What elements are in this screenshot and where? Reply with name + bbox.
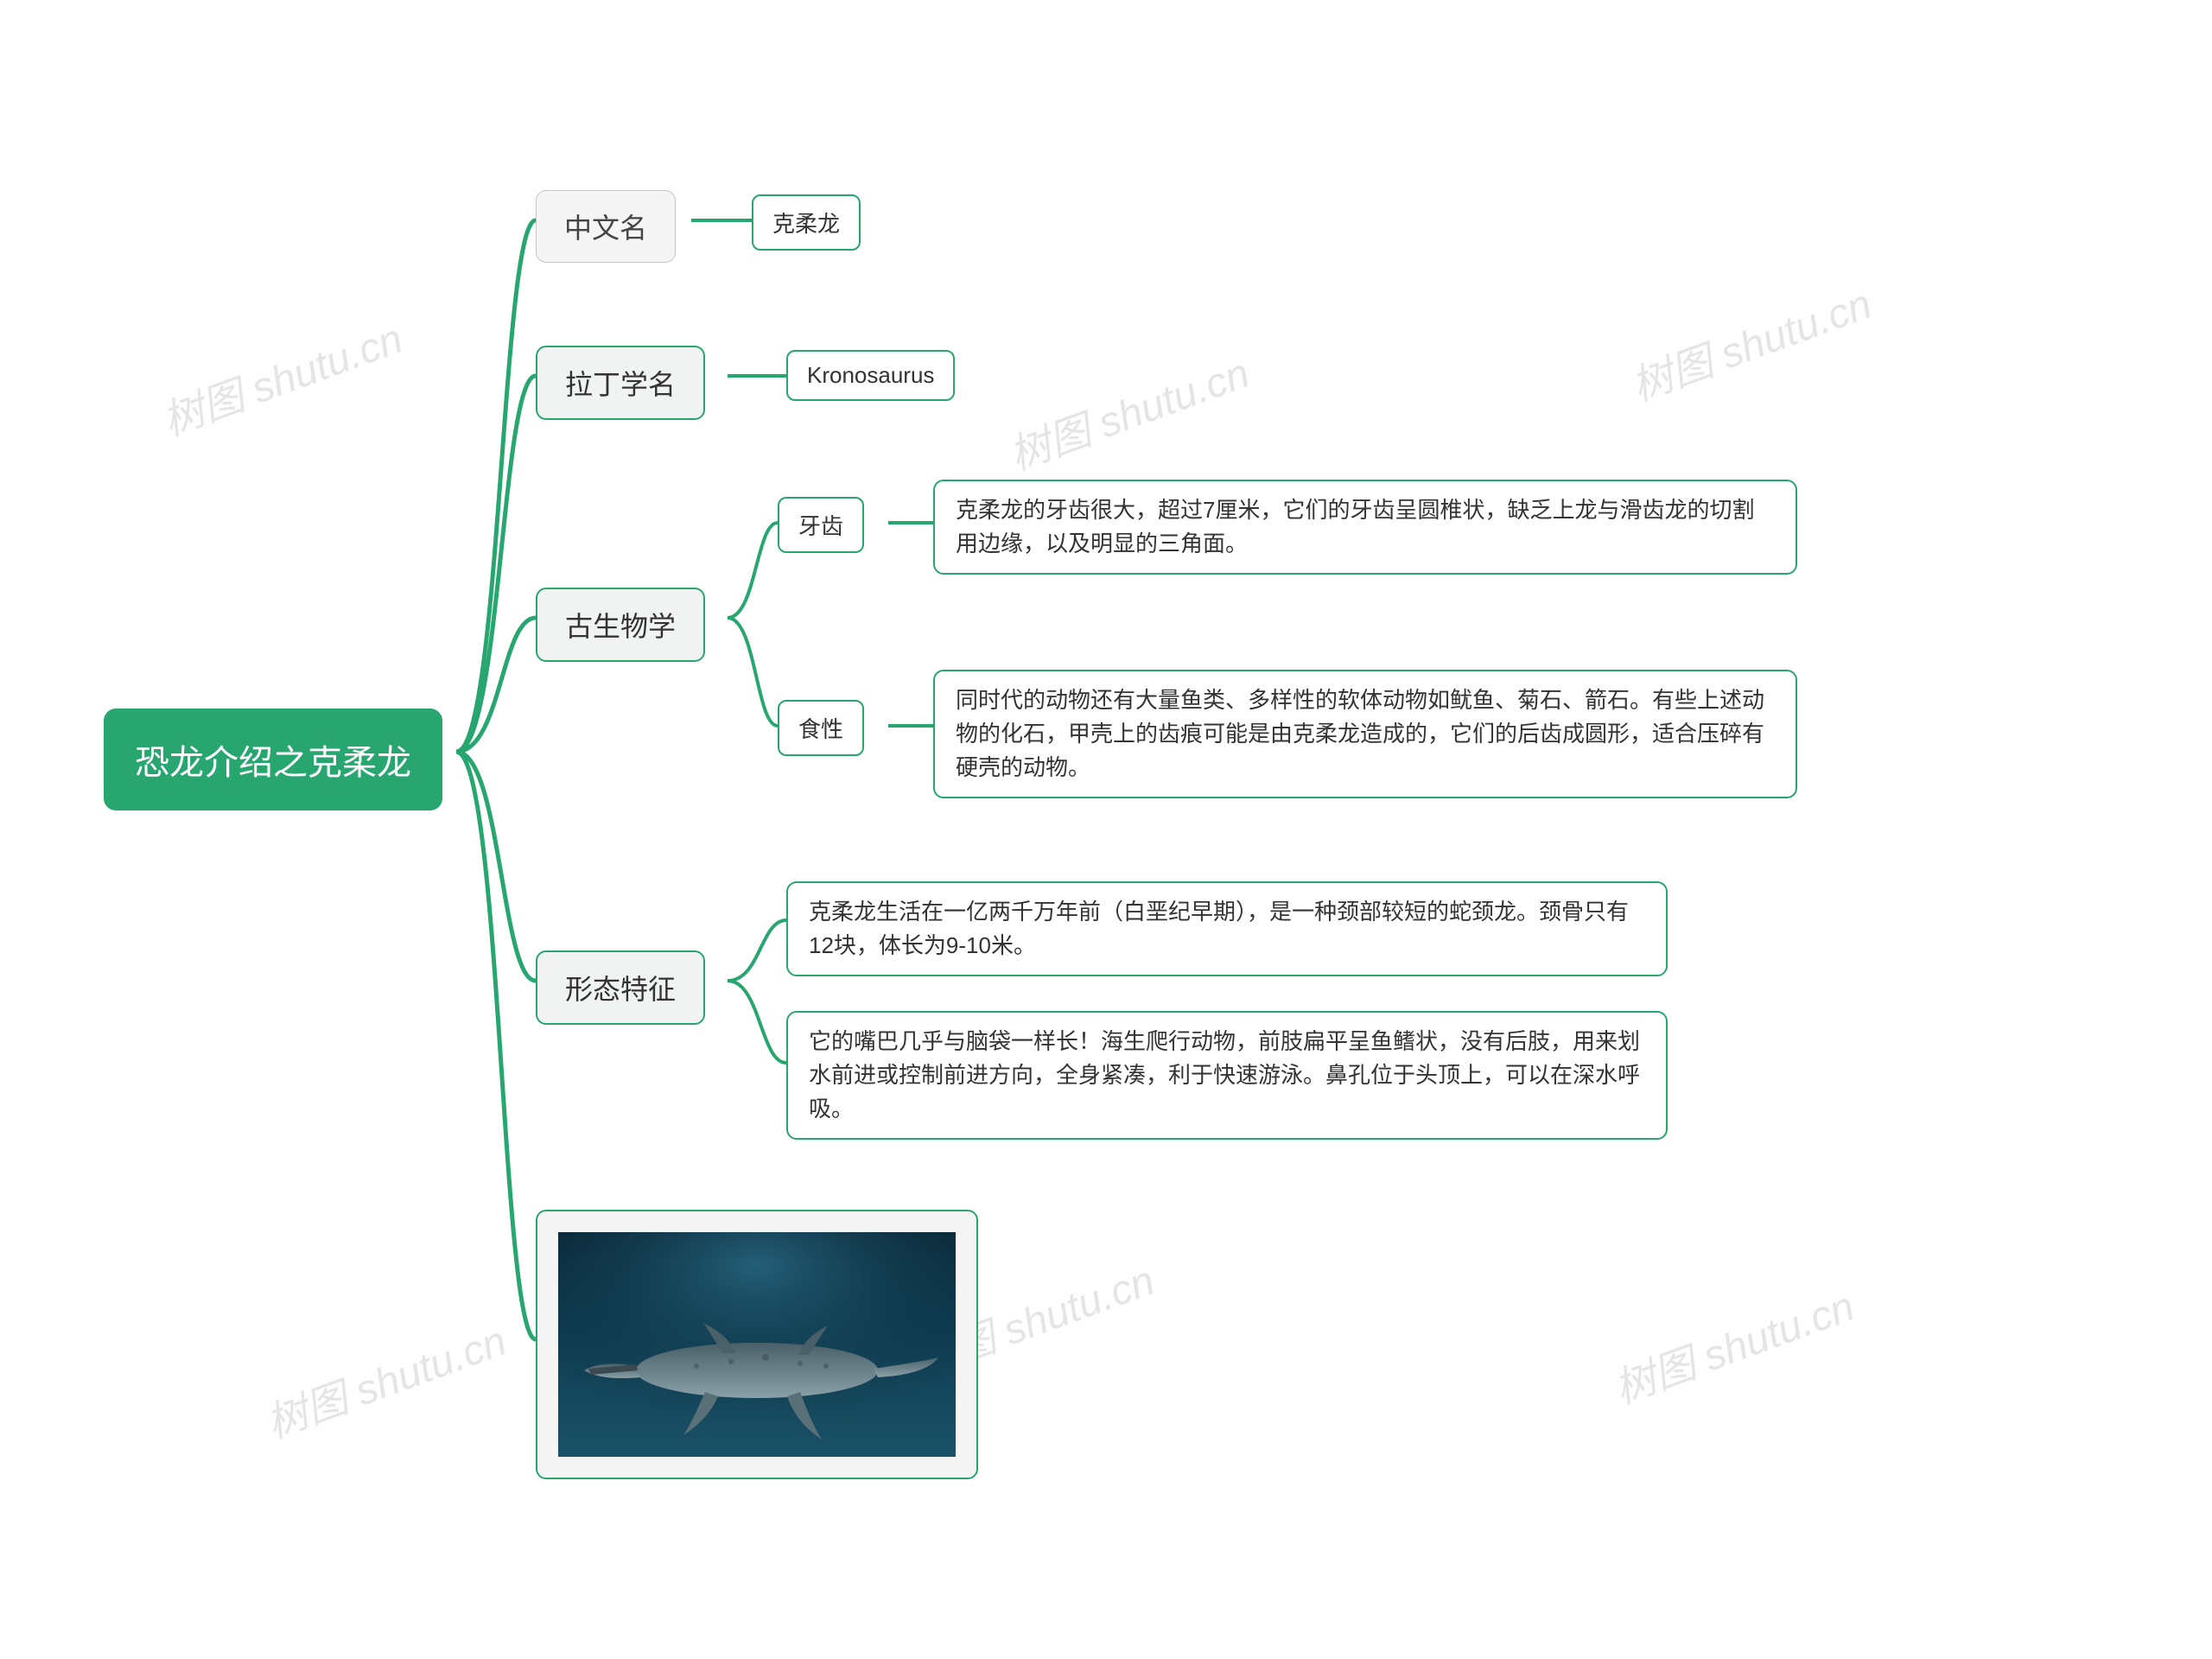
branch-morphology[interactable]: 形态特征	[536, 950, 705, 1025]
watermark: 树图 shutu.cn	[1000, 339, 1256, 481]
subbranch-label: 食性	[798, 712, 843, 744]
watermark: 树图 shutu.cn	[1605, 1272, 1861, 1414]
leaf-morphology-desc1[interactable]: 克柔龙生活在一亿两千万年前（白垩纪早期），是一种颈部较短的蛇颈龙。颈骨只有12块…	[786, 881, 1668, 976]
subbranch-teeth[interactable]: 牙齿	[778, 497, 864, 553]
leaf-morphology-desc2[interactable]: 它的嘴巴几乎与脑袋一样长！海生爬行动物，前肢扁平呈鱼鳍状，没有后肢，用来划水前进…	[786, 1011, 1668, 1140]
kronosaurus-image	[558, 1232, 956, 1457]
branch-label: 古生物学	[565, 605, 676, 645]
leaf-teeth-desc[interactable]: 克柔龙的牙齿很大，超过7厘米，它们的牙齿呈圆椎状，缺乏上龙与滑齿龙的切割用边缘，…	[933, 480, 1797, 575]
leaf-diet-desc[interactable]: 同时代的动物还有大量鱼类、多样性的软体动物如鱿鱼、菊石、箭石。有些上述动物的化石…	[933, 670, 1797, 798]
leaf-latin-name-value[interactable]: Kronosaurus	[786, 350, 955, 401]
branch-latin-name[interactable]: 拉丁学名	[536, 346, 705, 420]
leaf-chinese-name-value[interactable]: 克柔龙	[752, 194, 861, 251]
root-node[interactable]: 恐龙介绍之克柔龙	[104, 709, 442, 810]
leaf-label: 克柔龙	[772, 207, 840, 238]
leaf-text: 它的嘴巴几乎与脑袋一样长！海生爬行动物，前肢扁平呈鱼鳍状，没有后肢，用来划水前进…	[809, 1025, 1645, 1126]
subbranch-label: 牙齿	[798, 509, 843, 541]
watermark: 树图 shutu.cn	[257, 1306, 513, 1449]
branch-paleobiology[interactable]: 古生物学	[536, 588, 705, 662]
branch-label: 中文名	[564, 207, 647, 246]
watermark: 树图 shutu.cn	[153, 304, 410, 447]
branch-label: 形态特征	[565, 968, 676, 1007]
image-node[interactable]	[536, 1210, 978, 1479]
leaf-text: 克柔龙生活在一亿两千万年前（白垩纪早期），是一种颈部较短的蛇颈龙。颈骨只有12块…	[809, 895, 1645, 963]
branch-chinese-name[interactable]: 中文名	[536, 190, 676, 263]
mindmap-canvas: 树图 shutu.cn 树图 shutu.cn 树图 shutu.cn 树图 s…	[0, 0, 2212, 1659]
leaf-text: 克柔龙的牙齿很大，超过7厘米，它们的牙齿呈圆椎状，缺乏上龙与滑齿龙的切割用边缘，…	[956, 493, 1775, 561]
branch-label: 拉丁学名	[565, 363, 676, 403]
watermark: 树图 shutu.cn	[1622, 270, 1878, 412]
subbranch-diet[interactable]: 食性	[778, 700, 864, 756]
root-label: 恐龙介绍之克柔龙	[135, 734, 411, 785]
leaf-text: 同时代的动物还有大量鱼类、多样性的软体动物如鱿鱼、菊石、箭石。有些上述动物的化石…	[956, 683, 1775, 785]
connectors	[0, 0, 2212, 1659]
leaf-label: Kronosaurus	[807, 362, 934, 389]
